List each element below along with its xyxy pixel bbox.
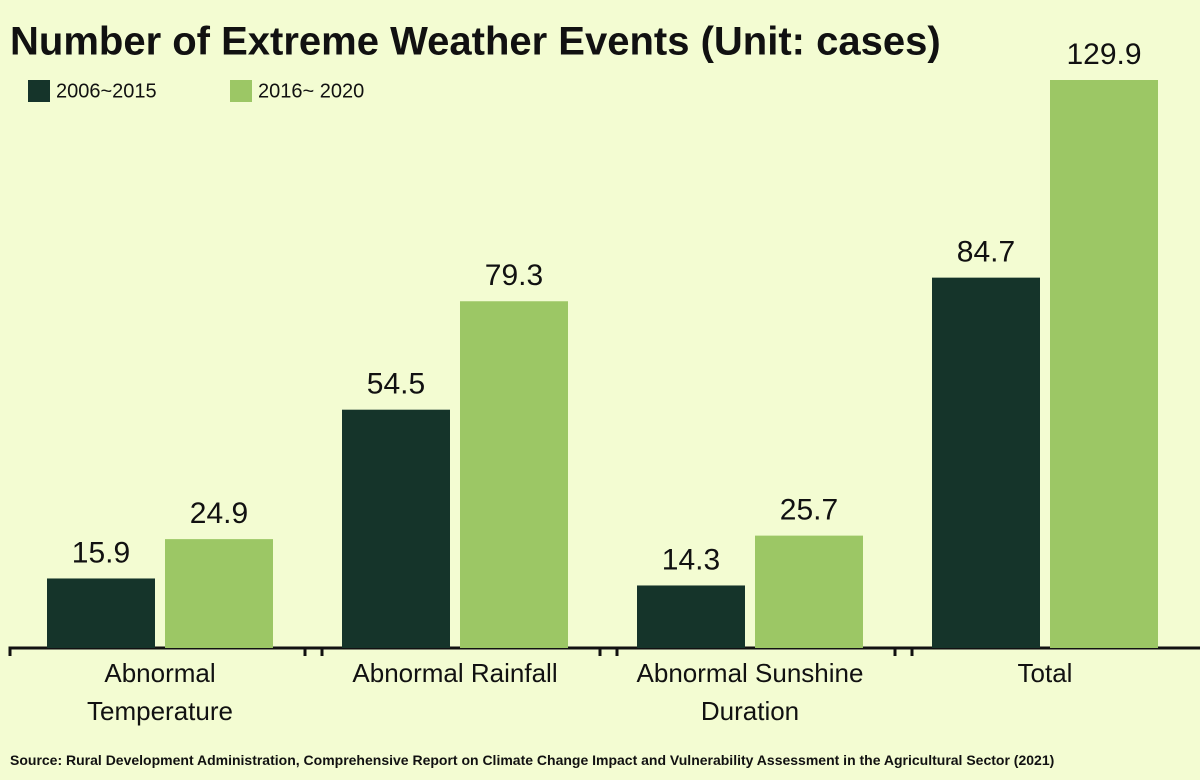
value-label: 54.5 [367,368,425,401]
bar [47,578,155,648]
chart-title: Number of Extreme Weather Events (Unit: … [10,20,941,64]
value-label: 84.7 [957,236,1015,269]
bar [1050,80,1158,648]
x-tick-label: Abnormal Temperature [87,658,233,726]
legend-swatch [230,80,252,102]
x-tick-label: Total [1017,658,1073,688]
bar [165,539,273,648]
x-tick-label: Abnormal Sunshine Duration [636,658,864,726]
value-label: 25.7 [780,494,838,527]
value-label: 14.3 [662,543,720,576]
bar [755,535,863,648]
legend-label: 2006~2015 [56,80,157,102]
x-tick-label: Abnormal Rainfall [352,658,558,688]
legend-swatch [28,80,50,102]
value-label: 15.9 [72,536,130,569]
bar [342,409,450,648]
bar [637,585,745,648]
bar [460,301,568,648]
source-note: Source: Rural Development Administration… [10,752,1055,768]
legend-label: 2016~ 2020 [258,80,364,102]
value-label: 129.9 [1066,38,1141,71]
value-label: 79.3 [485,259,543,292]
bar [932,277,1040,648]
value-label: 24.9 [190,497,248,530]
